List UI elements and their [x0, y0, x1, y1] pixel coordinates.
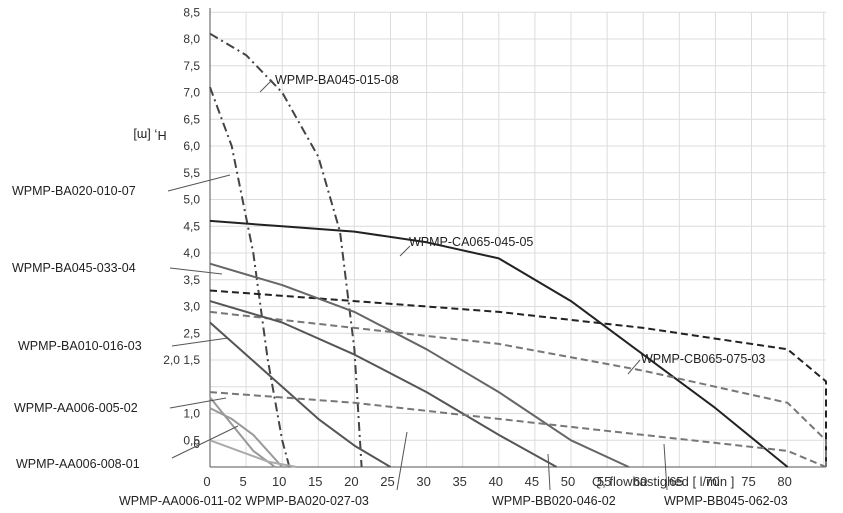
- x-tick-label: 80: [777, 474, 791, 489]
- grid: [209, 11, 826, 468]
- y-tick-label: 5,0: [183, 193, 200, 207]
- y-tick-label: 7,0: [183, 86, 200, 100]
- series-label-aa006-008-01: WPMP-AA006-008-01: [16, 457, 140, 471]
- series-line: [209, 300, 558, 468]
- x-tick-label: 50: [561, 474, 575, 489]
- series-line: [209, 86, 291, 468]
- series-label-ba045-033-04: WPMP-BA045-033-04: [12, 261, 136, 275]
- series-line: [209, 310, 827, 467]
- y-tick-label: 6,5: [183, 112, 200, 126]
- x-tick-label: 40: [489, 474, 503, 489]
- x-tick-labels: 0 5 10 15 20 25 30 35 40 45 50 55 60 65 70 75 80: [203, 474, 791, 489]
- y-tick-label: 3,5: [183, 273, 200, 287]
- series-line: [209, 439, 297, 468]
- series-label-aa006-005-02: WPMP-AA006-005-02: [14, 401, 138, 415]
- x-tick-label: 0: [203, 474, 210, 489]
- y-tick-label: 2,5: [183, 326, 200, 340]
- y-tick-label: 3,0: [183, 300, 200, 314]
- series-line: [209, 289, 827, 467]
- label-leaders: [167, 79, 668, 491]
- x-tick-label: 60: [633, 474, 647, 489]
- y-tick-label: 8,5: [183, 5, 200, 19]
- x-tick-label: 45: [525, 474, 539, 489]
- series-line: [209, 262, 630, 468]
- y-tick-label: 8,0: [183, 32, 200, 46]
- x-tick-label: 15: [308, 474, 322, 489]
- y-tick-label: 4,0: [183, 246, 200, 260]
- x-tick-label: 10: [272, 474, 286, 489]
- axes: [209, 8, 826, 468]
- x-tick-label: 5: [239, 474, 246, 489]
- series-line: [209, 219, 789, 468]
- y-tick-label: 7,5: [183, 59, 200, 73]
- series-line: [209, 32, 363, 468]
- series: [209, 32, 827, 468]
- x-axis-caption: Q, flowhastighed [ l/min ]: [592, 474, 734, 489]
- x-tick-label: 35: [452, 474, 466, 489]
- y-tick-label: 5,5: [183, 166, 200, 180]
- series-line: [209, 391, 827, 468]
- y-tick-labels: 8,5 8,0 7,5 7,0 6,5 6,0 5,5 5,0 4,5 4,0 3,5 3,0 2,5 2…: [163, 5, 200, 451]
- series-label-ca065-045-05: WPMP-CA065-045-05: [409, 235, 533, 249]
- y-tick-label: 4,5: [183, 219, 200, 233]
- y-tick-label: 6,0: [183, 139, 200, 153]
- series-label-ba045-015-08: WPMP-BA045-015-08: [275, 73, 399, 87]
- x-tick-label: 25: [380, 474, 394, 489]
- y-tick-label: 2,0 1,5: [163, 353, 200, 367]
- y-tick-label: 0: [193, 437, 200, 451]
- x-tick-label: 75: [741, 474, 755, 489]
- series-label-ba020-010-07: WPMP-BA020-010-07: [12, 184, 136, 198]
- y-tick-label: 1,0: [183, 407, 200, 421]
- y-axis-label: H, [m]: [133, 128, 166, 142]
- x-tick-label: 55: [597, 474, 611, 489]
- series-line: [209, 396, 276, 468]
- series-label-aa006-011-02-ba020-027-03: WPMP-AA006-011-02 WPMP-BA020-027-03: [119, 494, 369, 508]
- x-tick-label: 65: [669, 474, 683, 489]
- series-label-ba010-016-03: WPMP-BA010-016-03: [18, 339, 142, 353]
- x-tick-label: 20: [344, 474, 358, 489]
- series-label-bb020-046-02: WPMP-BB020-046-02: [492, 494, 616, 508]
- y-tick-label: 0,5: [183, 433, 200, 447]
- series-label-cb065-075-03: WPMP-CB065-075-03: [641, 352, 765, 366]
- series-label-bb045-062-03: WPMP-BB045-062-03: [664, 494, 788, 508]
- series-line: [209, 321, 392, 468]
- x-tick-label: 70: [705, 474, 719, 489]
- x-tick-label: 30: [416, 474, 430, 489]
